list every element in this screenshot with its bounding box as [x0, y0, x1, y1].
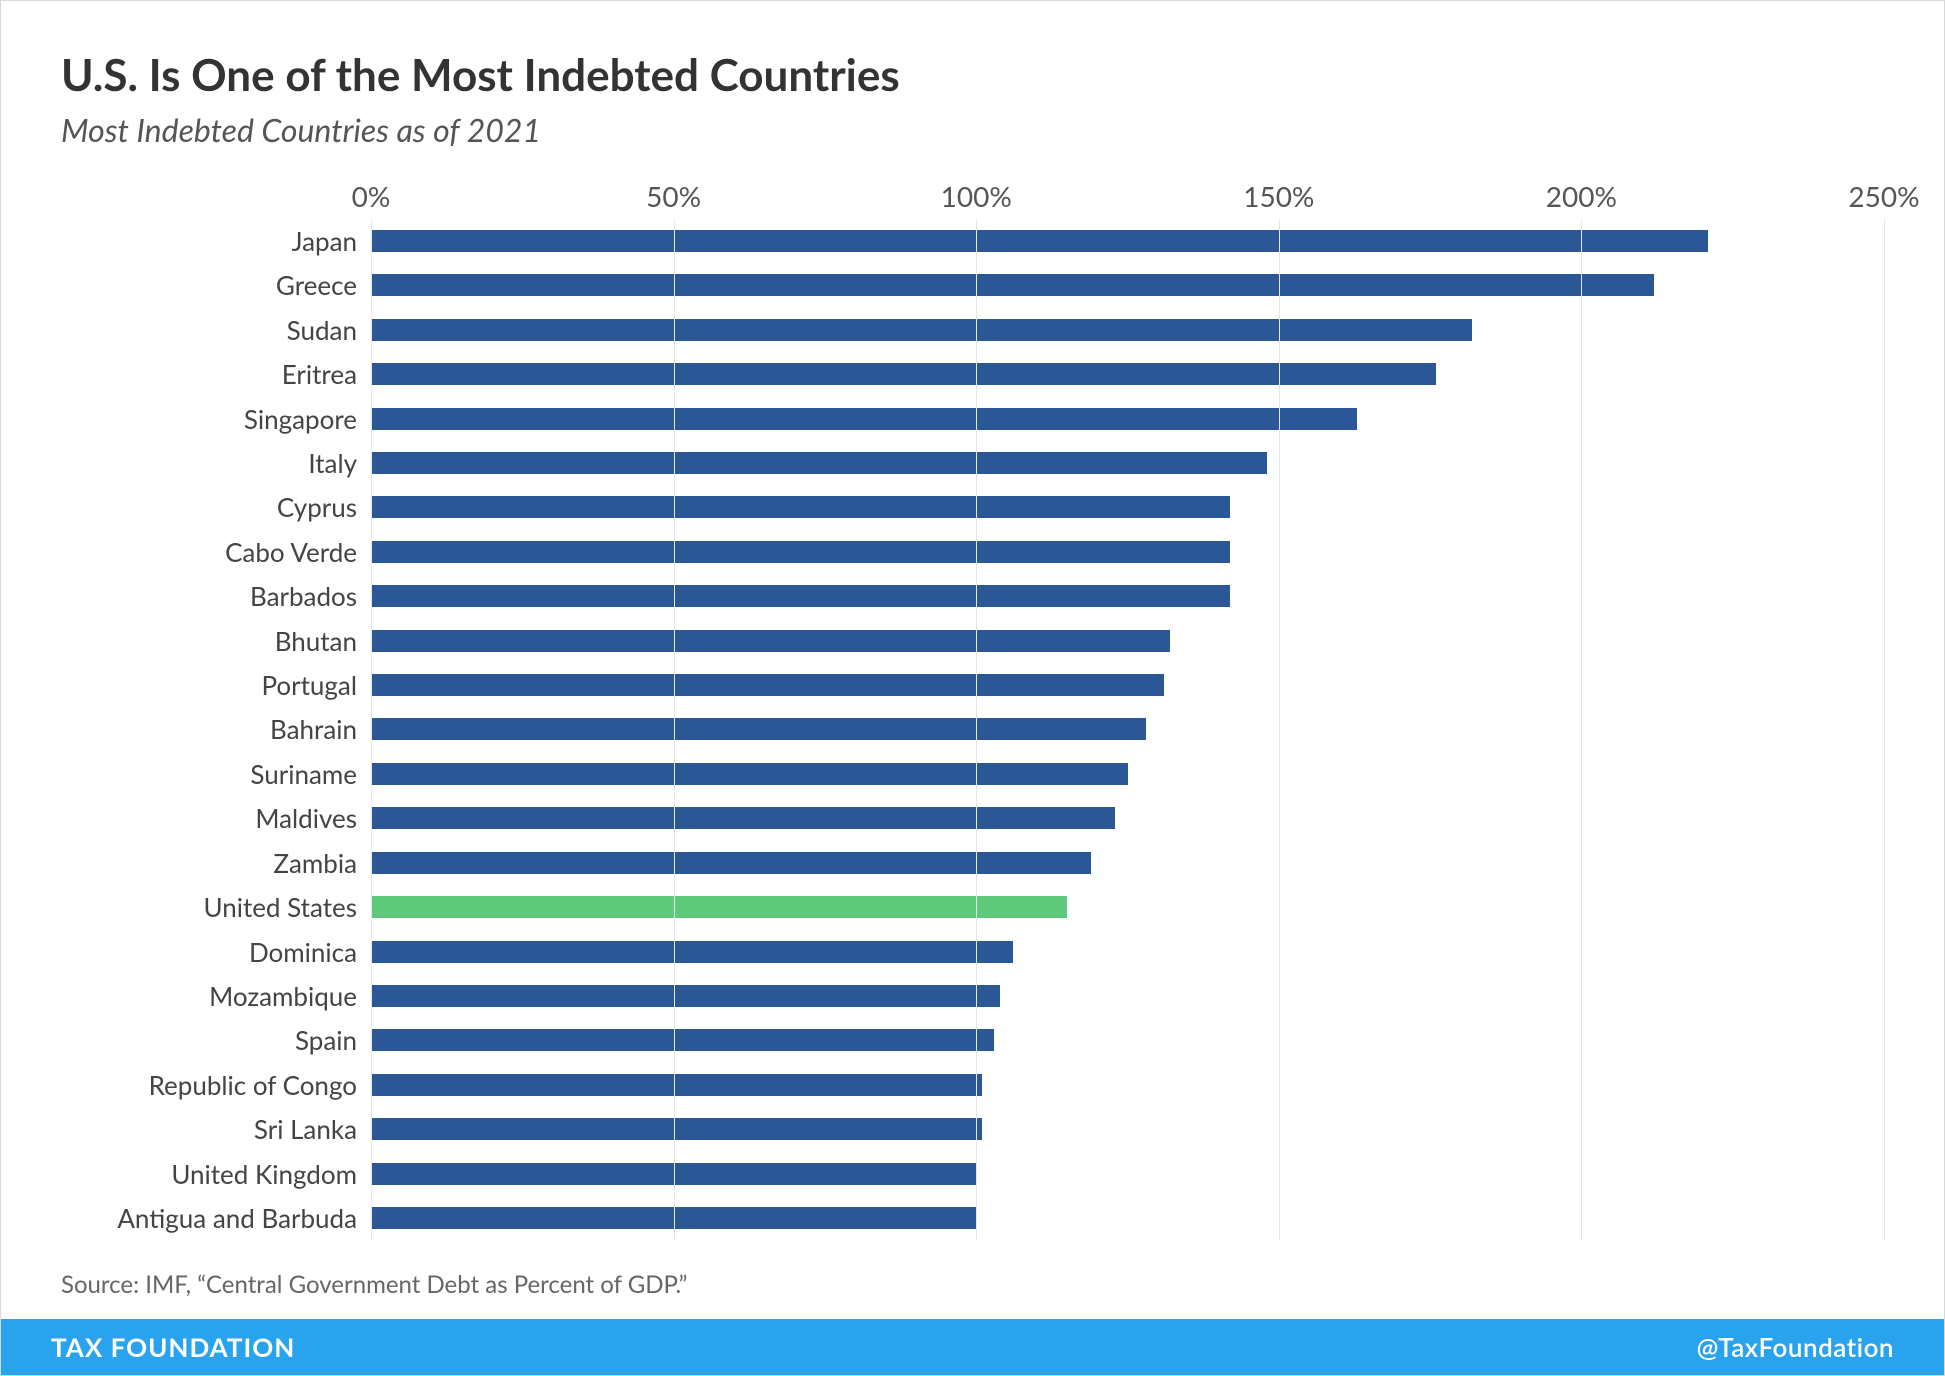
chart: 0%50%100%150%200%250% JapanGreeceSudanEr…: [61, 179, 1884, 1240]
gridline: [1279, 219, 1280, 1240]
bar-row: [371, 1018, 1884, 1062]
bar: [371, 541, 1230, 563]
chart-subtitle: Most Indebted Countries as of 2021: [61, 110, 1884, 149]
footer-bar: TAX FOUNDATION @TaxFoundation: [1, 1319, 1944, 1375]
x-axis-ticks: 0%50%100%150%200%250%: [371, 179, 1884, 219]
bar: [371, 408, 1357, 430]
bar: [371, 763, 1128, 785]
bar-row: [371, 441, 1884, 485]
bar-row: [371, 308, 1884, 352]
y-axis-label: Sri Lanka: [61, 1107, 357, 1151]
x-tick-label: 150%: [1243, 179, 1314, 213]
source-text: Source: IMF, “Central Government Debt as…: [61, 1270, 1884, 1299]
bar-row: [371, 840, 1884, 884]
bar: [371, 630, 1170, 652]
bar-row: [371, 219, 1884, 263]
bar-row: [371, 396, 1884, 440]
y-axis-label: Zambia: [61, 840, 357, 884]
bar-highlight: [371, 896, 1067, 918]
x-tick-label: 0%: [352, 179, 391, 213]
bar-row: [371, 1196, 1884, 1240]
y-axis-label: Cabo Verde: [61, 530, 357, 574]
content-area: U.S. Is One of the Most Indebted Countri…: [1, 1, 1944, 1319]
gridline: [371, 219, 372, 1240]
bar-row: [371, 885, 1884, 929]
footer-handle: @TaxFoundation: [1697, 1331, 1894, 1363]
y-axis-label: Bahrain: [61, 707, 357, 751]
bar-row: [371, 974, 1884, 1018]
bar-row: [371, 263, 1884, 307]
x-axis-row: 0%50%100%150%200%250%: [61, 179, 1884, 219]
x-tick-label: 250%: [1848, 179, 1919, 213]
bar-row: [371, 485, 1884, 529]
bar: [371, 274, 1654, 296]
y-axis-label: Eritrea: [61, 352, 357, 396]
bar-row: [371, 574, 1884, 618]
bar: [371, 674, 1164, 696]
bar: [371, 496, 1230, 518]
bar: [371, 585, 1230, 607]
chart-card: U.S. Is One of the Most Indebted Countri…: [0, 0, 1945, 1376]
bar: [371, 1074, 982, 1096]
bar: [371, 319, 1472, 341]
y-axis-label: Spain: [61, 1018, 357, 1062]
gridline: [1884, 219, 1885, 1240]
y-axis-label: Bhutan: [61, 618, 357, 662]
bar-row: [371, 1107, 1884, 1151]
y-axis-label: United Kingdom: [61, 1151, 357, 1195]
footer-brand: TAX FOUNDATION: [51, 1331, 295, 1363]
bars-container: [371, 219, 1884, 1240]
y-axis-label: Cyprus: [61, 485, 357, 529]
x-tick-label: 100%: [941, 179, 1012, 213]
plot-row: JapanGreeceSudanEritreaSingaporeItalyCyp…: [61, 219, 1884, 1240]
bar: [371, 230, 1708, 252]
y-axis-label: Mozambique: [61, 974, 357, 1018]
bar-row: [371, 1063, 1884, 1107]
bar-row: [371, 752, 1884, 796]
chart-title: U.S. Is One of the Most Indebted Countri…: [61, 49, 1884, 102]
bar: [371, 985, 1000, 1007]
bar: [371, 452, 1267, 474]
y-axis-label: Maldives: [61, 796, 357, 840]
bar-row: [371, 352, 1884, 396]
y-axis-labels: JapanGreeceSudanEritreaSingaporeItalyCyp…: [61, 219, 371, 1240]
x-tick-label: 200%: [1546, 179, 1617, 213]
bar-row: [371, 618, 1884, 662]
x-tick-label: 50%: [646, 179, 701, 213]
bar: [371, 1029, 994, 1051]
bar: [371, 807, 1115, 829]
y-axis-label: Portugal: [61, 663, 357, 707]
y-axis-label: Dominica: [61, 929, 357, 973]
bar-row: [371, 796, 1884, 840]
y-axis-label: Italy: [61, 441, 357, 485]
bar-row: [371, 929, 1884, 973]
y-axis-label: Antigua and Barbuda: [61, 1196, 357, 1240]
bar: [371, 718, 1146, 740]
y-label-spacer: [61, 179, 371, 219]
bar: [371, 1118, 982, 1140]
bar: [371, 363, 1436, 385]
y-axis-label: Republic of Congo: [61, 1063, 357, 1107]
y-axis-label: United States: [61, 885, 357, 929]
bar-row: [371, 530, 1884, 574]
y-axis-label: Sudan: [61, 308, 357, 352]
bar-row: [371, 707, 1884, 751]
y-axis-label: Greece: [61, 263, 357, 307]
gridline: [674, 219, 675, 1240]
bar: [371, 941, 1013, 963]
plot-area: [371, 219, 1884, 1240]
y-axis-label: Suriname: [61, 752, 357, 796]
gridline: [976, 219, 977, 1240]
y-axis-label: Singapore: [61, 396, 357, 440]
bar: [371, 852, 1091, 874]
bar-row: [371, 663, 1884, 707]
y-axis-label: Japan: [61, 219, 357, 263]
gridline: [1581, 219, 1582, 1240]
y-axis-label: Barbados: [61, 574, 357, 618]
bar-row: [371, 1151, 1884, 1195]
